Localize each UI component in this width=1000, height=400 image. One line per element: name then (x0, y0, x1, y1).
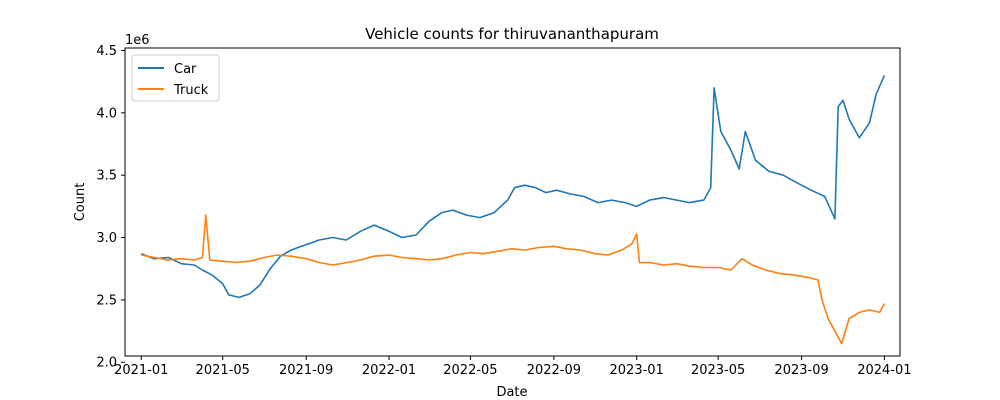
legend-label-car: Car (174, 62, 197, 77)
y-tick-label: 3.5 (96, 169, 117, 184)
y-axis-label: Count (73, 183, 88, 222)
y-offset-label: 1e6 (125, 33, 150, 48)
chart-title: Vehicle counts for thiruvananthapuram (365, 25, 659, 43)
x-tick-label: 2023-05 (691, 363, 745, 378)
y-tick-label: 3.0 (96, 231, 117, 246)
x-tick-label: 2022-01 (362, 363, 416, 378)
plot-frame (124, 47, 901, 357)
x-axis: 2021-01 2021-05 2021-09 2022-01 2022-05 2022-… (114, 356, 912, 378)
x-tick-label: 2023-01 (610, 363, 664, 378)
x-tick-label: 2023-09 (774, 363, 828, 378)
x-tick-label: 2021-01 (114, 363, 168, 378)
x-tick-label: 2022-09 (527, 363, 581, 378)
y-axis: 2.0 2.5 3.0 3.5 4.0 4.5 (96, 44, 125, 371)
x-axis-label: Date (496, 385, 527, 400)
y-tick-label: 4.0 (96, 106, 117, 121)
y-tick-label: 2.5 (96, 293, 117, 308)
legend: Car Truck (131, 54, 220, 102)
x-tick-label: 2022-05 (443, 363, 497, 378)
x-tick-label: 2021-09 (279, 363, 333, 378)
legend-label-truck: Truck (173, 83, 209, 98)
series-layer (141, 75, 886, 345)
series-line-car (141, 75, 886, 299)
y-tick-label: 4.5 (96, 44, 117, 59)
x-tick-label: 2024-01 (857, 363, 911, 378)
series-line-truck (141, 214, 886, 345)
x-tick-label: 2021-05 (196, 363, 250, 378)
y-tick-label: 2.0 (96, 356, 117, 371)
